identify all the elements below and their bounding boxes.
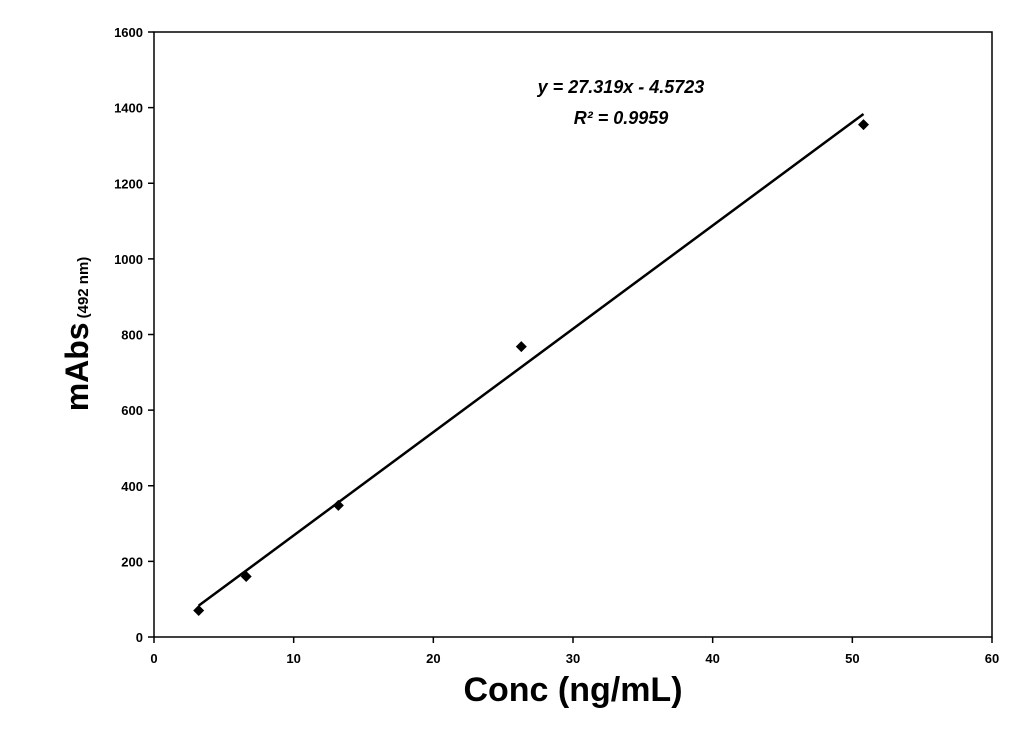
x-tick-label: 30: [566, 651, 580, 666]
x-tick-label: 60: [985, 651, 999, 666]
data-point-diamond: [240, 571, 252, 582]
y-tick-label: 1000: [114, 252, 143, 267]
x-tick-label: 20: [426, 651, 440, 666]
x-tick-label: 40: [705, 651, 719, 666]
trendline-equation: y = 27.319x - 4.5723: [537, 77, 705, 97]
x-axis-title: Conc (ng/mL): [463, 671, 682, 709]
x-tick-label: 50: [845, 651, 859, 666]
r-squared-label: R² = 0.9959: [574, 108, 669, 128]
x-tick-label: 0: [150, 651, 157, 666]
y-tick-label: 1200: [114, 176, 143, 191]
data-point-diamond: [515, 341, 527, 353]
svg-text:mAbs(492 nm): mAbs (492 nm): [59, 257, 95, 412]
y-tick-label: 1600: [114, 25, 143, 40]
y-tick-label: 800: [121, 328, 143, 343]
y-axis-title-subscript: (492 nm): [75, 257, 92, 319]
y-axis-title-group: mAbs (492 nm): [59, 257, 95, 412]
x-tick-label: 10: [286, 651, 300, 666]
data-points: [193, 119, 870, 617]
y-tick-label: 200: [121, 554, 143, 569]
y-axis-title: mAbs: [59, 322, 95, 411]
data-point-diamond: [858, 119, 870, 131]
trendline: [197, 112, 865, 607]
y-tick-label: 1400: [114, 101, 143, 116]
x-axis-ticks: 0 10 20 30 40 50 60: [150, 637, 999, 666]
y-tick-label: 0: [136, 630, 143, 645]
data-point-diamond: [193, 605, 205, 617]
y-tick-label: 400: [121, 479, 143, 494]
y-axis-ticks: 0 200 400 600 800 1000 1200 1400 1600: [114, 25, 154, 645]
data-point-diamond: [332, 499, 344, 511]
y-tick-label: 600: [121, 403, 143, 418]
